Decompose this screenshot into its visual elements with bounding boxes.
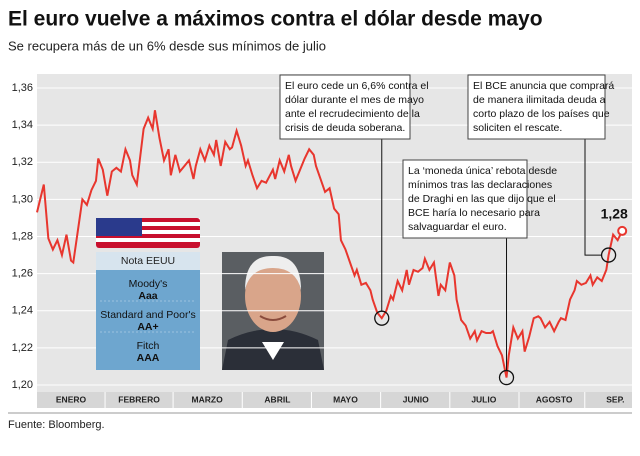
y-tick-label: 1,24	[12, 305, 33, 317]
annotation-box	[279, 74, 411, 140]
line-series	[36, 110, 624, 378]
x-tick-label: AGOSTO	[536, 394, 573, 404]
agency-name: Moody's	[129, 278, 168, 290]
ratings-header-bg	[96, 252, 200, 270]
chart-subtitle: Se recupera más de un 6% desde sus mínim…	[8, 38, 326, 53]
y-tick-label: 1,28	[12, 230, 33, 242]
x-tick-label: JUNIO	[403, 394, 429, 404]
x-axis-strip	[37, 392, 632, 408]
agency-name: Fitch	[137, 340, 160, 352]
x-tick-label: FEBRERO	[118, 394, 160, 404]
annotation-text: salvaguardar el euro.	[408, 221, 507, 233]
annotation-marker	[498, 369, 515, 386]
annotation-pointer	[584, 139, 602, 256]
annotation-text: ante el recrudecimiento de la	[285, 108, 420, 120]
x-tick-label: JULIO	[471, 394, 496, 404]
annotation-text: crisis de deuda soberana.	[285, 122, 405, 134]
y-tick-label: 1,26	[12, 268, 33, 280]
annotation-text: El euro cede un 6,6% contra el	[285, 80, 429, 92]
annotation-text: La ‘moneda única’ rebota desde	[408, 165, 557, 177]
annotation-text: soliciten el rescate.	[473, 122, 562, 134]
annotation-text: dólar durante el mes de mayo	[285, 94, 424, 106]
flag	[96, 218, 200, 248]
y-tick-label: 1,20	[12, 379, 33, 391]
chart-title: El euro vuelve a máximos contra el dólar…	[8, 8, 543, 31]
annotation-marker	[600, 247, 617, 263]
annotation-text: BCE haría lo necesario para	[408, 207, 540, 219]
annotation-text: corto plazo de los países que	[473, 108, 610, 120]
y-tick-label: 1,36	[12, 82, 33, 94]
agency-name: Standard and Poor's	[100, 309, 195, 321]
annotation-box	[402, 159, 528, 239]
y-tick-label: 1,34	[12, 119, 33, 131]
x-tick-label: SEP.	[606, 394, 624, 404]
x-tick-label: MARZO	[192, 394, 224, 404]
annotation-text: mínimos tras las declaraciones	[408, 179, 552, 191]
end-label: 1,28	[601, 206, 628, 222]
y-tick-label: 1,32	[12, 156, 33, 168]
annotation-text: de manera ilimitada deuda a	[473, 94, 606, 106]
ratings-body-bg	[96, 270, 200, 370]
agency-rating: AA+	[137, 321, 158, 333]
source: Fuente: Bloomberg.	[8, 419, 105, 431]
annotation-text: El BCE anuncia que comprará	[473, 80, 614, 92]
y-tick-label: 1,30	[12, 193, 33, 205]
annotation-text: de Draghi en las que dijo que el	[408, 193, 556, 205]
x-tick-label: ENERO	[56, 394, 87, 404]
end-marker	[617, 225, 628, 236]
x-tick-label: MAYO	[333, 394, 358, 404]
agency-rating: Aaa	[138, 290, 157, 302]
ratings-header: Nota EEUU	[121, 255, 175, 267]
x-tick-label: ABRIL	[264, 394, 290, 404]
agency-rating: AAA	[137, 352, 160, 364]
annotation-marker	[374, 310, 390, 326]
y-tick-label: 1,22	[12, 342, 33, 354]
annotation-box	[467, 74, 606, 140]
